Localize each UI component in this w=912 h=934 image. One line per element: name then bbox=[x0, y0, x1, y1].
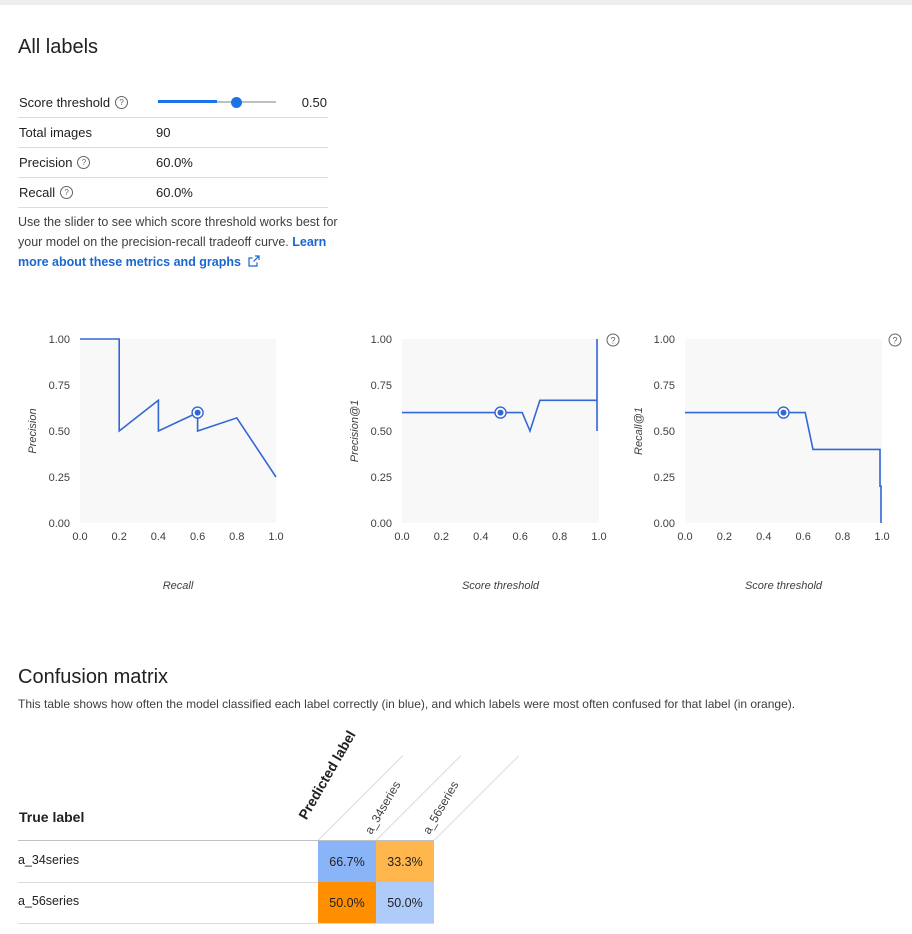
x-tick-label: 1.0 bbox=[268, 531, 283, 543]
x-tick-label: 0.6 bbox=[513, 531, 528, 543]
help-icon-glyph: ? bbox=[892, 336, 897, 346]
learn-more-link-text: Learn more about these metrics and graph… bbox=[18, 235, 327, 269]
x-tick-label: 0.4 bbox=[473, 531, 488, 543]
y-tick-label: 0.50 bbox=[49, 426, 70, 438]
y-tick-label: 0.25 bbox=[49, 472, 70, 484]
y-tick-label: 0.75 bbox=[371, 380, 392, 392]
y-tick-label: 0.25 bbox=[371, 472, 392, 484]
threshold-marker-dot bbox=[194, 409, 201, 416]
matrix-cell[interactable]: 50.0% bbox=[318, 882, 376, 923]
true-label-header: True label bbox=[19, 809, 85, 825]
help-icon[interactable] bbox=[606, 333, 620, 347]
score-threshold-value: 0.50 bbox=[301, 95, 327, 110]
slider-fill bbox=[158, 100, 217, 103]
total-images-value: 90 bbox=[156, 125, 171, 140]
y-tick-label: 0.00 bbox=[654, 518, 675, 530]
series-line bbox=[685, 411, 882, 523]
row-label: a_56series bbox=[18, 894, 80, 908]
x-tick-label: 1.0 bbox=[591, 531, 606, 543]
help-icon[interactable]: ? bbox=[77, 156, 91, 169]
y-tick-label: 0.00 bbox=[371, 518, 392, 530]
column-label: a_34series bbox=[361, 778, 404, 837]
x-tick-label: 0.6 bbox=[796, 531, 811, 543]
top-bar bbox=[0, 0, 912, 5]
series-line bbox=[402, 339, 598, 434]
precision-row: Precision ? 60.0% bbox=[18, 148, 328, 178]
section-title: All labels bbox=[18, 36, 99, 58]
score-threshold-row: Score threshold ? 0.50 bbox=[18, 88, 328, 118]
x-tick-label: 0.2 bbox=[717, 531, 732, 543]
matrix-row: a_56series 50.0% 50.0% bbox=[18, 882, 434, 924]
x-tick-label: 0.0 bbox=[72, 531, 87, 543]
slider-description: Use the slider to see which score thresh… bbox=[18, 212, 338, 272]
precision-label: Precision bbox=[19, 155, 73, 170]
help-icon[interactable]: ? bbox=[115, 96, 129, 109]
external-link-icon bbox=[248, 255, 261, 267]
x-tick-label: 0.4 bbox=[151, 531, 166, 543]
y-tick-label: 0.75 bbox=[654, 380, 675, 392]
slider-track bbox=[158, 101, 276, 103]
slider-thumb[interactable] bbox=[231, 97, 242, 108]
confusion-matrix-description: This table shows how often the model cla… bbox=[18, 697, 796, 711]
x-axis-label: Recall bbox=[163, 580, 194, 592]
y-tick-label: 0.50 bbox=[371, 426, 392, 438]
x-tick-label: 0.2 bbox=[434, 531, 449, 543]
y-tick-label: 0.00 bbox=[49, 518, 70, 530]
x-tick-label: 0.8 bbox=[229, 531, 244, 543]
y-tick-label: 0.25 bbox=[654, 472, 675, 484]
header-divider bbox=[18, 840, 434, 841]
x-axis-label: Score threshold bbox=[462, 580, 540, 592]
plot-area bbox=[402, 339, 599, 523]
total-images-label: Total images bbox=[19, 125, 92, 140]
y-axis-label: Precision bbox=[27, 408, 39, 453]
threshold-marker-dot bbox=[780, 409, 787, 416]
recall-label: Recall bbox=[19, 185, 56, 200]
x-tick-label: 0.6 bbox=[190, 531, 205, 543]
x-tick-label: 1.0 bbox=[874, 531, 889, 543]
y-axis-label: Recall@1 bbox=[633, 407, 645, 455]
x-tick-label: 0.0 bbox=[394, 531, 409, 543]
help-icon[interactable]: ? bbox=[60, 186, 74, 199]
matrix-cell[interactable]: 50.0% bbox=[376, 882, 434, 923]
y-tick-label: 0.75 bbox=[49, 380, 70, 392]
matrix-cell[interactable]: 33.3% bbox=[376, 841, 434, 882]
help-icon[interactable] bbox=[888, 333, 902, 347]
matrix-row: a_34series 66.7% 33.3% bbox=[18, 841, 434, 883]
score-threshold-label: Score threshold bbox=[19, 95, 111, 110]
x-tick-label: 0.8 bbox=[552, 531, 567, 543]
recall-row: Recall ? 60.0% bbox=[18, 178, 328, 208]
help-icon-glyph: ? bbox=[610, 336, 615, 346]
series-line bbox=[80, 338, 277, 478]
y-axis-label: Precision@1 bbox=[349, 400, 361, 463]
confusion-matrix-title: Confusion matrix bbox=[18, 666, 169, 688]
matrix-cell[interactable]: 66.7% bbox=[318, 841, 376, 882]
row-label: a_34series bbox=[18, 853, 80, 867]
x-axis-label: Score threshold bbox=[745, 580, 823, 592]
x-tick-label: 0.2 bbox=[112, 531, 127, 543]
total-images-row: Total images 90 bbox=[18, 118, 328, 148]
x-tick-label: 0.8 bbox=[835, 531, 850, 543]
column-label: a_56series bbox=[419, 778, 462, 837]
plot-area bbox=[80, 339, 276, 523]
metrics-charts: 0.00 0.25 0.50 0.75 1.00 0.0 0.2 0.4 0.6 0.8 1.0 Re… bbox=[27, 333, 902, 592]
metrics-table: Score threshold ? 0.50 Total images 90 P… bbox=[18, 88, 328, 208]
y-tick-label: 1.00 bbox=[49, 334, 70, 346]
recall-value: 60.0% bbox=[156, 185, 193, 200]
x-tick-label: 0.0 bbox=[677, 531, 692, 543]
y-tick-label: 1.00 bbox=[371, 334, 392, 346]
y-tick-label: 0.50 bbox=[654, 426, 675, 438]
description-text: Use the slider to see which score thresh… bbox=[18, 215, 338, 249]
x-tick-label: 0.4 bbox=[756, 531, 771, 543]
y-tick-label: 1.00 bbox=[654, 334, 675, 346]
threshold-marker-dot bbox=[497, 409, 504, 416]
learn-more-link[interactable]: Learn more about these metrics and graph… bbox=[18, 235, 326, 269]
plot-area bbox=[685, 339, 882, 523]
precision-value: 60.0% bbox=[156, 155, 193, 170]
score-threshold-slider[interactable] bbox=[158, 95, 276, 109]
